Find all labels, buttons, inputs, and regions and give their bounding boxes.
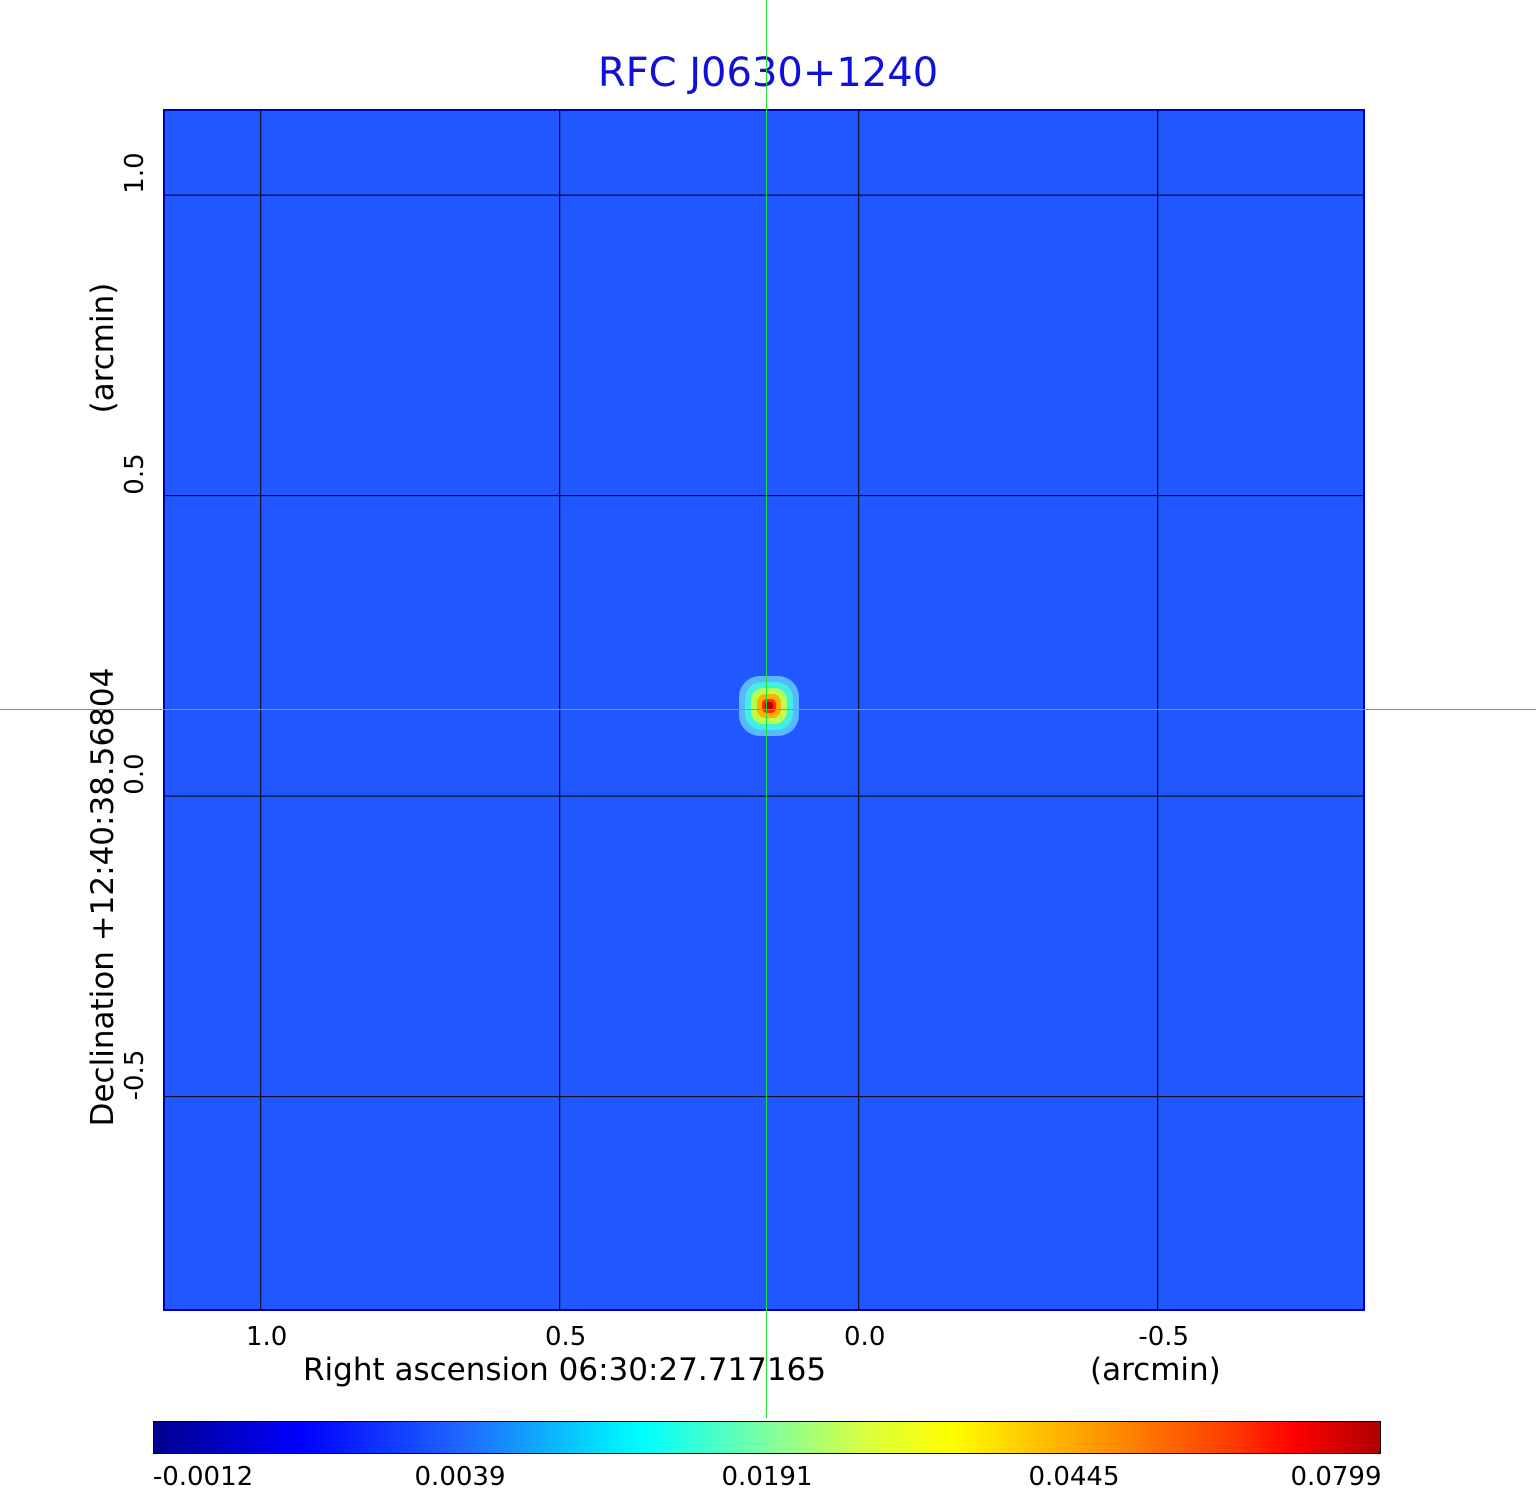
heatmap-image [165,111,1363,1309]
x-tick-label: -0.5 [1138,1322,1190,1352]
colorbar-tick-label: 0.0799 [1290,1462,1382,1492]
colorbar-tick-label: 0.0191 [721,1462,813,1492]
x-tick-label: 0.0 [844,1322,886,1352]
y-tick-label: 1.0 [120,152,150,194]
colorbar-tick-label: 0.0445 [1028,1462,1120,1492]
x-axis-unit: (arcmin) [1090,1352,1221,1388]
crosshair-horizontal [0,709,1536,710]
y-axis-label: Declination +12:40:38.56804 [85,667,121,1127]
y-tick-label: 0.5 [120,452,150,495]
x-axis-label: Right ascension 06:30:27.717165 [303,1352,827,1388]
x-tick-label: 0.5 [544,1322,587,1352]
chart-title: RFC J0630+1240 [597,50,939,96]
y-tick-label: 0.0 [120,753,150,795]
colorbar-tick-label: -0.0012 [152,1462,254,1492]
y-axis-unit: (arcmin) [85,282,121,414]
heatmap-plot-area [163,109,1365,1311]
y-tick-label: -0.5 [120,1049,150,1100]
colorbar [153,1421,1381,1454]
x-tick-label: 1.0 [245,1322,288,1352]
colorbar-tick-label: 0.0039 [414,1462,506,1492]
